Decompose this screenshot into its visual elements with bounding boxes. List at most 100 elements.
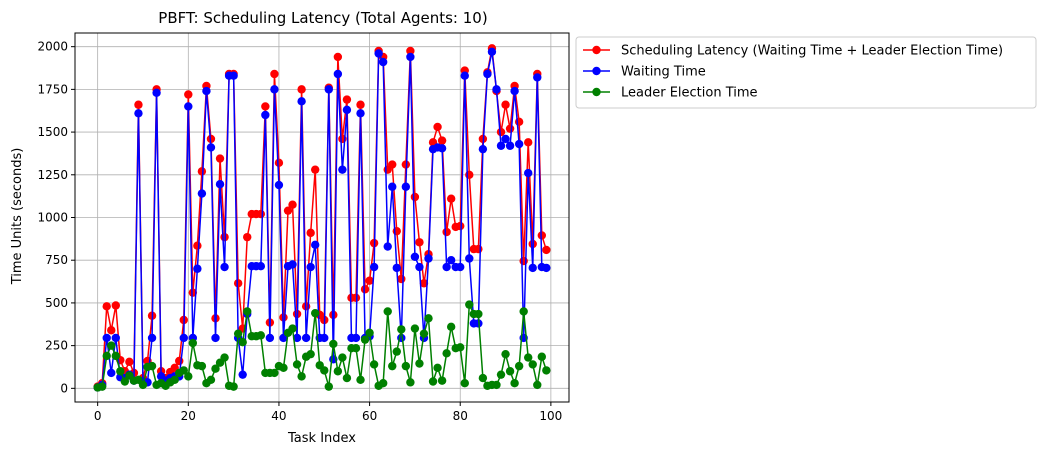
data-point xyxy=(270,69,279,79)
data-point xyxy=(474,244,483,254)
data-point xyxy=(415,359,424,368)
data-point xyxy=(383,242,392,251)
data-point xyxy=(388,182,397,191)
data-point xyxy=(356,375,365,384)
data-point xyxy=(324,382,333,391)
data-point xyxy=(170,375,179,384)
data-point xyxy=(456,262,465,272)
data-point xyxy=(256,261,266,271)
data-point xyxy=(320,366,329,375)
data-point xyxy=(483,69,492,79)
data-point xyxy=(501,100,510,109)
data-point xyxy=(496,141,506,150)
data-point xyxy=(501,134,510,144)
x-axis-label: Task Index xyxy=(287,431,356,446)
data-point xyxy=(111,351,120,361)
data-point xyxy=(456,343,465,352)
x-tick-label: 20 xyxy=(181,409,196,423)
data-point xyxy=(320,333,329,343)
data-point xyxy=(188,338,198,348)
data-point xyxy=(524,168,533,178)
data-point xyxy=(415,262,424,272)
data-point xyxy=(297,97,306,106)
data-point xyxy=(465,170,474,179)
y-tick-label: 1000 xyxy=(37,211,68,225)
data-point xyxy=(356,100,365,109)
y-tick-label: 0 xyxy=(60,381,68,395)
data-point xyxy=(193,241,202,250)
data-point xyxy=(437,144,447,153)
data-point xyxy=(446,256,456,265)
data-point xyxy=(311,308,320,318)
data-point xyxy=(111,333,120,343)
data-point xyxy=(505,124,515,133)
data-point xyxy=(229,71,238,80)
data-point xyxy=(351,333,361,343)
chart-title: PBFT: Scheduling Latency (Total Agents: … xyxy=(158,9,487,27)
data-point xyxy=(265,333,275,343)
data-point xyxy=(329,339,338,349)
data-point xyxy=(542,245,551,255)
data-point xyxy=(297,85,306,94)
data-point xyxy=(256,209,266,219)
data-point xyxy=(256,331,266,340)
data-point xyxy=(365,276,374,285)
data-point xyxy=(206,375,216,384)
series-1 xyxy=(93,44,551,391)
data-point xyxy=(437,136,447,145)
data-point xyxy=(378,57,388,67)
data-point xyxy=(528,360,537,369)
data-point xyxy=(356,109,365,118)
data-point xyxy=(456,221,465,231)
data-point xyxy=(410,252,420,261)
data-point xyxy=(107,368,116,378)
data-point xyxy=(179,366,188,375)
data-point xyxy=(406,46,415,56)
data-point xyxy=(184,372,193,381)
y-axis-label: Time Units (seconds) xyxy=(10,148,25,286)
data-point xyxy=(311,165,320,174)
data-point xyxy=(501,349,510,359)
data-point xyxy=(433,122,442,132)
data-point xyxy=(138,380,148,390)
data-point xyxy=(238,338,247,347)
data-point xyxy=(415,238,424,247)
data-point xyxy=(288,200,297,209)
data-point xyxy=(279,363,288,373)
data-point xyxy=(465,254,474,263)
data-point xyxy=(460,71,469,80)
data-point xyxy=(116,367,125,376)
data-point xyxy=(537,231,547,240)
data-point xyxy=(514,139,524,149)
data-point xyxy=(528,263,537,273)
data-point xyxy=(333,52,343,62)
data-point xyxy=(311,240,320,250)
data-point xyxy=(378,379,388,388)
y-tick-label: 1500 xyxy=(37,125,68,139)
data-point xyxy=(442,227,451,237)
data-point xyxy=(297,372,306,381)
x-tick-label: 60 xyxy=(362,409,377,423)
data-point xyxy=(419,329,429,338)
data-point xyxy=(197,189,207,198)
legend: Scheduling Latency (Waiting Time + Leade… xyxy=(575,36,1037,109)
data-point xyxy=(446,322,456,332)
data-point xyxy=(107,326,116,335)
data-point xyxy=(478,373,488,383)
data-point xyxy=(184,102,193,111)
y-tick-label: 1250 xyxy=(37,168,68,182)
data-point xyxy=(510,86,519,96)
legend-marker xyxy=(592,87,601,97)
data-point xyxy=(333,367,343,376)
data-point xyxy=(496,127,506,137)
data-point xyxy=(338,353,347,362)
data-point xyxy=(175,356,184,366)
data-point xyxy=(215,154,225,163)
data-point xyxy=(360,335,370,344)
data-point xyxy=(306,349,315,359)
legend-item: Scheduling Latency (Waiting Time + Leade… xyxy=(583,44,1003,59)
data-point xyxy=(338,165,347,174)
data-point xyxy=(292,333,302,343)
x-tick-label: 80 xyxy=(453,409,468,423)
